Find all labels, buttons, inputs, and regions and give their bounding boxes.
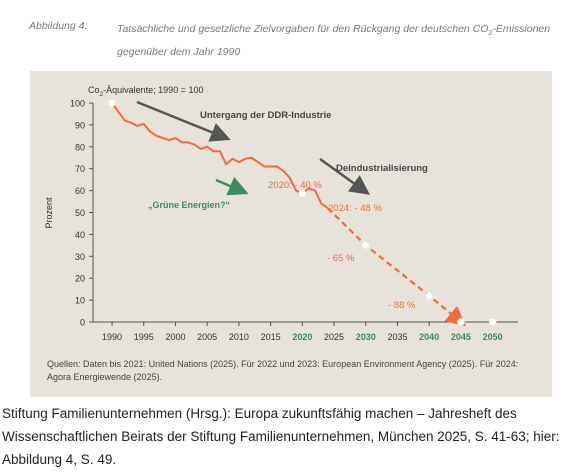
- milestone-point: [425, 291, 434, 300]
- x-tick-label: 2045: [451, 332, 471, 342]
- milestone-point: [488, 318, 497, 326]
- x-tick-label: 2035: [387, 332, 407, 342]
- citation-text: Stiftung Familienunternehmen (Hrsg.): Eu…: [2, 406, 560, 467]
- y-tick-label: 100: [70, 99, 85, 109]
- figure-title: Tatsächliche und gesetzliche Zielvorgabe…: [117, 20, 557, 61]
- x-tick-label: 2010: [229, 332, 249, 342]
- x-tick-label: 2000: [165, 332, 185, 342]
- y-tick-label: 0: [80, 318, 85, 328]
- y-tick-label: 60: [75, 186, 85, 196]
- y-tick-label: 50: [75, 208, 85, 218]
- y-tick-label: 90: [75, 120, 85, 130]
- figure-title-subscript: 2: [488, 30, 493, 38]
- unit-label-post: -Äquivalente; 1990 = 100: [103, 85, 203, 95]
- x-tick-label: 2020: [292, 332, 312, 342]
- annotation-deind: Deindustrialisierung: [336, 163, 428, 174]
- y-tick-label: 20: [75, 274, 85, 284]
- y-tick-label: 10: [75, 296, 85, 306]
- x-tick-label: 2015: [261, 332, 281, 342]
- figure-title-part1: Tatsächliche und gesetzliche Zielvorgabe…: [117, 23, 489, 35]
- x-tick-label: 2030: [356, 332, 376, 342]
- label-88-pct: - 88 %: [388, 300, 416, 311]
- unit-label: Co2-Äquivalente; 1990 = 100: [88, 85, 203, 98]
- x-tick-label: 2025: [324, 332, 344, 342]
- label-65-pct: - 65 %: [327, 253, 355, 264]
- figure-title-part2: -Emissionen gegenüber dem Jahr 1990: [117, 23, 551, 59]
- figure-number: Abbildung 4:: [29, 20, 88, 32]
- unit-label-sub: 2: [100, 91, 104, 98]
- emissions-line-target: [326, 207, 466, 327]
- annotation-ddr: Untergang der DDR-Industrie: [200, 110, 331, 121]
- milestone-point: [298, 189, 307, 198]
- annotation-gruene: „Grüne Energien?“: [148, 200, 230, 210]
- y-axis-ticks: 0 10 20 30 40 50 60 70 80 90 100: [70, 99, 93, 328]
- label-2020-pct: 2020: - 40 %: [268, 180, 322, 191]
- label-2024-pct: 2024: - 48 %: [328, 203, 382, 214]
- arrow-ddr: [136, 100, 231, 142]
- y-tick-label: 30: [75, 252, 85, 262]
- y-axis-label: Prozent: [44, 197, 54, 229]
- arrow-gruene: [215, 176, 249, 196]
- x-axis-ticks: 1990 1995 2000 2005 2010 2015 2020 2025 2030 2035…: [102, 322, 503, 342]
- chart-source: Quellen: Daten bis 2021: United Nations …: [47, 359, 519, 382]
- x-tick-label: 2050: [483, 332, 503, 342]
- milestone-point: [457, 318, 465, 326]
- milestone-point: [361, 241, 370, 250]
- x-tick-label: 1995: [134, 332, 154, 342]
- x-tick-label: 1990: [102, 332, 122, 342]
- emissions-line-actual: [111, 102, 329, 209]
- arrow-deind: [319, 157, 371, 195]
- milestone-points: [108, 99, 497, 326]
- x-tick-label: 2040: [419, 332, 439, 342]
- chart-panel: [30, 71, 552, 397]
- y-tick-label: 80: [75, 142, 85, 152]
- y-tick-label: 40: [75, 230, 85, 240]
- x-tick-label: 2005: [197, 332, 217, 342]
- emissions-chart: Co2-Äquivalente; 1990 = 100 010203040506…: [44, 85, 518, 342]
- unit-label-pre: Co: [88, 85, 100, 95]
- milestone-point: [108, 99, 116, 107]
- y-tick-label: 70: [75, 164, 85, 174]
